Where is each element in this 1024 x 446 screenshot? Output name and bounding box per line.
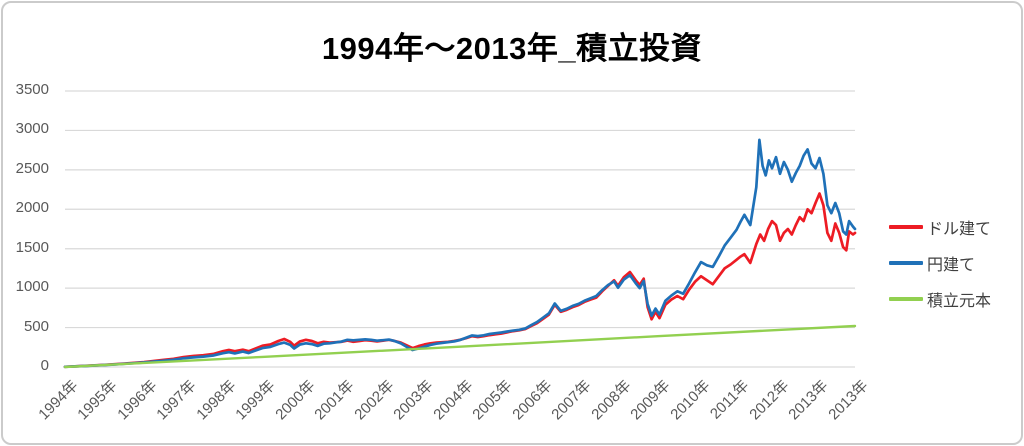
y-tick-label: 500 bbox=[23, 317, 49, 335]
y-tick-label: 1500 bbox=[15, 238, 49, 256]
legend-swatch-jpy-line bbox=[889, 261, 923, 265]
series-line-2 bbox=[63, 324, 857, 369]
legend-item-jpy: 円建て bbox=[889, 245, 991, 281]
legend-swatch-principal-line bbox=[889, 297, 923, 301]
y-tick-label: 0 bbox=[40, 357, 49, 374]
y-tick-label: 3000 bbox=[15, 120, 49, 138]
chart-title: 1994年～2013年_積立投資 bbox=[321, 31, 703, 66]
legend-item-usd: ドル建て bbox=[889, 209, 991, 245]
series-line-1 bbox=[63, 138, 857, 369]
legend-swatch-usd-line bbox=[889, 225, 923, 229]
y-tick-label: 3500 bbox=[15, 81, 49, 98]
y-tick-label: 2500 bbox=[15, 159, 49, 177]
legend: ドル建て 円建て 積立元本 bbox=[889, 209, 991, 317]
y-tick-label: 1000 bbox=[15, 278, 49, 296]
legend-item-principal: 積立元本 bbox=[889, 281, 991, 317]
legend-label-usd: ドル建て bbox=[927, 221, 992, 238]
legend-label-jpy: 円建て bbox=[927, 257, 976, 274]
y-tick-label: 2000 bbox=[15, 199, 49, 217]
legend-label-principal: 積立元本 bbox=[927, 293, 992, 310]
plot-canvas bbox=[63, 90, 857, 369]
